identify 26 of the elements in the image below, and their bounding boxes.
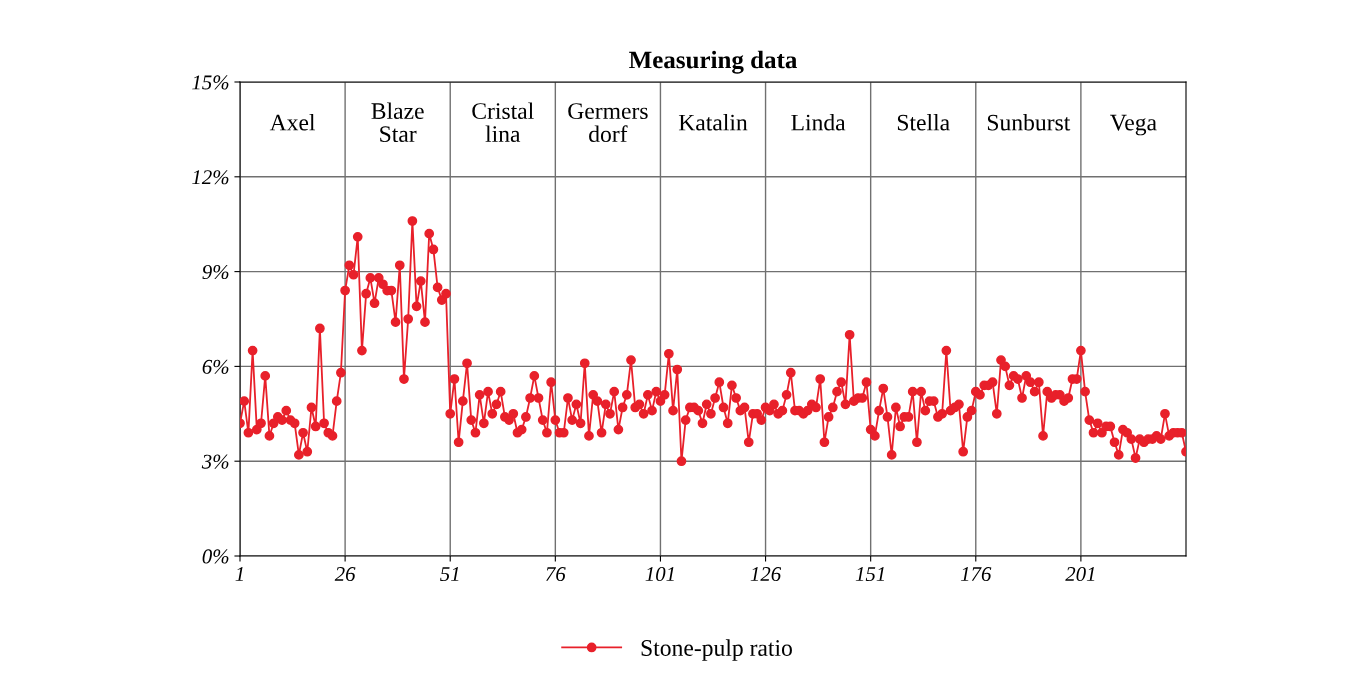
- x-tick-label: 1: [235, 567, 243, 581]
- annotation: Katalin: [678, 113, 748, 131]
- x-tick-label: 176: [960, 567, 992, 582]
- annotation: Sunburst: [987, 113, 1071, 131]
- x-tick-label: 51: [440, 567, 459, 582]
- annotation: Blaze Star: [371, 102, 424, 143]
- y-tick-label: 0%: [202, 549, 229, 564]
- y-tick-label: 12%: [192, 170, 229, 185]
- y-tick-label: 6%: [202, 359, 229, 374]
- legend-label: Stone-pulp ratio: [641, 639, 792, 661]
- annotation: Germers dorf: [568, 103, 648, 143]
- y-tick-label: 15%: [192, 75, 229, 90]
- annotation: Stella: [897, 113, 950, 131]
- x-tick-label: 26: [334, 567, 356, 582]
- y-tick-label: 9%: [202, 264, 229, 280]
- x-tick-label: 151: [855, 567, 885, 582]
- x-tick-label: 101: [645, 567, 674, 582]
- x-tick-label: 126: [750, 567, 782, 582]
- x-tick-label: 201: [1065, 567, 1095, 582]
- annotation: Cristal lina: [472, 102, 534, 143]
- x-tick-label: 76: [546, 567, 566, 582]
- annotation: Vega: [1110, 114, 1157, 136]
- annotation: Linda: [791, 113, 846, 131]
- y-tick-label: 3%: [201, 454, 229, 469]
- chart-title: Measuring data: [629, 50, 797, 74]
- annotation: Axel: [269, 113, 316, 131]
